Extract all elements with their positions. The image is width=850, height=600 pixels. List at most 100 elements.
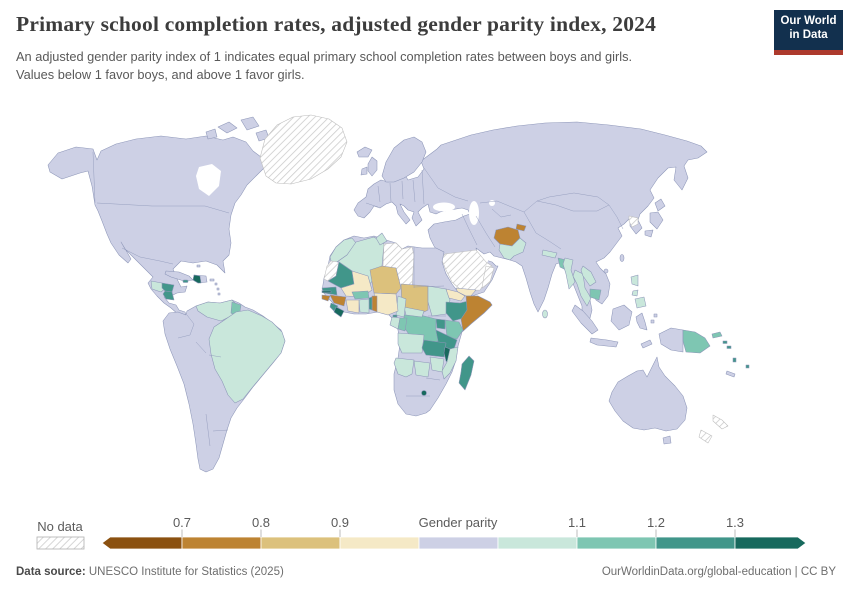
country-central-african-republic[interactable] [403, 306, 425, 318]
country-eurasia[interactable] [353, 121, 708, 323]
country-scandinavia[interactable] [381, 136, 427, 183]
legend-no-data-label: No data [37, 519, 83, 534]
legend-tick-label-2: 0.9 [331, 515, 349, 530]
new-caledonia[interactable] [725, 370, 736, 378]
country-thailand[interactable] [572, 269, 592, 307]
country-tajikistan[interactable] [515, 223, 527, 232]
data-source-text: UNESCO Institute for Statistics (2025) [85, 566, 284, 578]
chart-subtitle: An adjusted gender parity index of 1 ind… [16, 48, 716, 84]
country-iceland[interactable] [356, 146, 373, 158]
country-vanuatu-fiji[interactable] [732, 357, 750, 369]
owid-license-link[interactable]: OurWorldinData.org/global-education | CC… [601, 566, 836, 578]
page-title: Primary school completion rates, adjuste… [16, 12, 657, 36]
country-somalia[interactable] [460, 295, 493, 332]
country-haiti[interactable] [192, 274, 202, 284]
arctic-islands[interactable] [205, 116, 270, 142]
country-north-korea[interactable] [628, 215, 639, 228]
country-cuba[interactable] [164, 270, 194, 282]
country-uganda[interactable] [435, 318, 446, 330]
country-ghana[interactable] [358, 298, 370, 314]
country-taiwan[interactable] [619, 254, 625, 262]
country-kenya[interactable] [444, 319, 464, 340]
country-australia[interactable] [608, 356, 688, 432]
logo-line-2: in Data [789, 29, 828, 42]
country-puerto-rico[interactable] [209, 278, 215, 282]
country-myanmar[interactable] [562, 257, 576, 290]
map-layer [47, 114, 750, 473]
country-madagascar[interactable] [458, 355, 475, 391]
sulawesi-island[interactable] [635, 312, 648, 331]
country-papua-new-guinea[interactable] [682, 329, 723, 354]
legend-bin-8[interactable] [734, 536, 807, 550]
logo-line-1: Our World [780, 15, 837, 27]
country-burkina-faso[interactable] [351, 290, 370, 300]
country-jamaica[interactable] [182, 279, 189, 283]
country-liberia[interactable] [333, 306, 345, 318]
aral-sea [489, 200, 495, 206]
country-lesotho[interactable] [421, 390, 427, 396]
hainan-island[interactable] [603, 268, 609, 274]
legend-tick-label-6: 1.3 [726, 515, 744, 530]
legend-no-data-swatch[interactable] [36, 536, 85, 550]
legend-bin-6[interactable] [576, 536, 657, 550]
country-greenland[interactable] [259, 114, 348, 185]
owid-logo[interactable]: Our World in Data [774, 10, 843, 55]
tasmania-island[interactable] [662, 435, 672, 445]
country-japan[interactable] [644, 198, 666, 238]
subtitle-line-2: Values below 1 favor boys, and above 1 f… [16, 67, 305, 83]
country-philippines[interactable] [630, 274, 647, 309]
country-saudi-arabia[interactable] [440, 249, 493, 292]
country-cambodia[interactable] [589, 288, 602, 301]
country-pakistan[interactable] [498, 237, 527, 261]
country-guinea[interactable] [329, 294, 347, 307]
data-source-note: Data source: UNESCO Institute for Statis… [16, 566, 284, 578]
sumatra-island[interactable] [571, 304, 599, 335]
country-eritrea[interactable] [445, 288, 466, 302]
country-ivory-coast[interactable] [345, 299, 360, 314]
legend-tick-label-4: 1.1 [568, 515, 586, 530]
borneo-island[interactable] [610, 304, 633, 331]
legend-bin-4[interactable] [418, 536, 499, 550]
legend-bin-7[interactable] [655, 536, 736, 550]
country-mali[interactable] [340, 270, 373, 298]
legend-bin-3[interactable] [339, 536, 420, 550]
country-oman[interactable] [481, 265, 495, 289]
subtitle-line-1: An adjusted gender parity index of 1 ind… [16, 49, 633, 64]
country-namibia[interactable] [393, 357, 415, 378]
country-tunisia[interactable] [375, 232, 388, 246]
country-botswana[interactable] [413, 360, 431, 378]
data-source-label: Data source: [16, 566, 86, 578]
country-angola[interactable] [397, 332, 425, 354]
java-island[interactable] [589, 337, 619, 348]
country-west-papua[interactable] [658, 327, 684, 353]
country-sierra-leone[interactable] [329, 302, 339, 312]
country-brazil[interactable] [208, 309, 286, 404]
country-benin[interactable] [371, 295, 378, 313]
country-gambia[interactable] [321, 290, 332, 293]
lesser-antilles[interactable] [196, 264, 221, 296]
moluccas-timor[interactable] [640, 313, 658, 349]
country-new-zealand[interactable] [698, 414, 729, 444]
country-sri-lanka[interactable] [542, 309, 548, 319]
legend-bin-2[interactable] [260, 536, 341, 550]
borders-eurasia-africa [365, 167, 624, 397]
country-united-kingdom[interactable] [360, 156, 378, 177]
borders-americas [92, 151, 230, 447]
country-nepal[interactable] [541, 249, 558, 259]
country-nigeria[interactable] [373, 292, 399, 316]
legend-bin-5[interactable] [497, 536, 578, 550]
country-nicaragua[interactable] [162, 290, 175, 301]
country-solomon-islands[interactable] [722, 340, 732, 349]
legend-bin-0[interactable] [101, 536, 183, 550]
legend-bin-1[interactable] [181, 536, 262, 550]
country-guinea-bissau[interactable] [321, 294, 331, 302]
country-zimbabwe[interactable] [429, 356, 445, 373]
country-laos[interactable] [580, 265, 597, 287]
country-zambia[interactable] [421, 339, 447, 358]
country-congo[interactable] [397, 317, 408, 332]
country-niger[interactable] [369, 265, 402, 295]
country-mozambique[interactable] [441, 346, 459, 380]
country-equatorial-guinea[interactable] [392, 314, 398, 318]
country-togo[interactable] [368, 296, 373, 311]
